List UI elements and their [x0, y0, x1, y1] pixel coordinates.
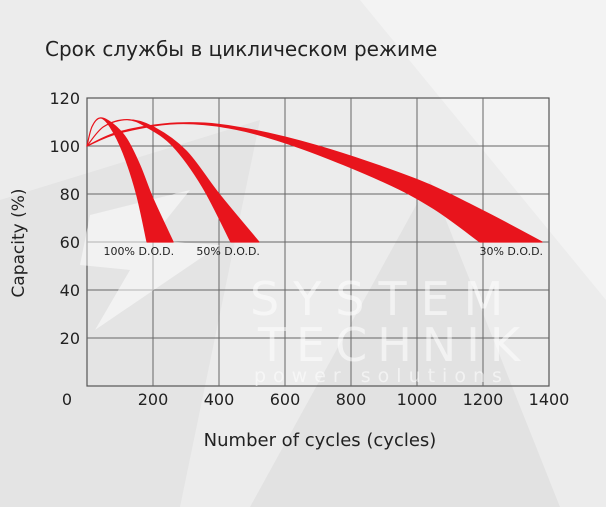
series-labels: 100% D.O.D. 50% D.O.D. 30% D.O.D. [104, 245, 544, 258]
series-label: 100% D.O.D. [104, 245, 175, 258]
chart-title: Срок службы в циклическом режиме [45, 37, 437, 61]
tick-labels: 0 200 400 600 800 1000 1200 1400 20 40 60 80 100 120 [49, 89, 569, 409]
x-tick-label: 1200 [463, 390, 504, 409]
series-label: 50% D.O.D. [196, 245, 260, 258]
y-tick-label: 100 [49, 137, 80, 156]
band-2 [86, 119, 260, 243]
x-tick-label: 400 [204, 390, 235, 409]
band-3 [86, 122, 543, 243]
y-tick-label: 80 [60, 185, 80, 204]
x-tick-label: 1400 [529, 390, 570, 409]
x-tick-label: 600 [270, 390, 301, 409]
y-tick-label: 120 [49, 89, 80, 108]
band-1 [86, 117, 174, 243]
x-tick-label: 0 [62, 390, 72, 409]
y-tick-label: 40 [60, 281, 80, 300]
watermark-line1: SYSTEM [250, 272, 517, 326]
x-axis-label: Number of cycles (cycles) [204, 430, 437, 451]
watermark-logo [80, 190, 220, 330]
watermark-line2: TECHNIK [257, 318, 530, 372]
watermark-line3: power solutions [254, 365, 509, 387]
y-tick-label: 20 [60, 329, 80, 348]
series-label: 30% D.O.D. [479, 245, 543, 258]
y-axis-label: Capacity (%) [9, 188, 29, 297]
watermark: SYSTEM TECHNIK power solutions [80, 190, 530, 387]
y-tick-label: 60 [60, 233, 80, 252]
x-tick-label: 1000 [397, 390, 438, 409]
x-tick-label: 200 [138, 390, 169, 409]
x-tick-label: 800 [336, 390, 367, 409]
bands [86, 117, 543, 243]
